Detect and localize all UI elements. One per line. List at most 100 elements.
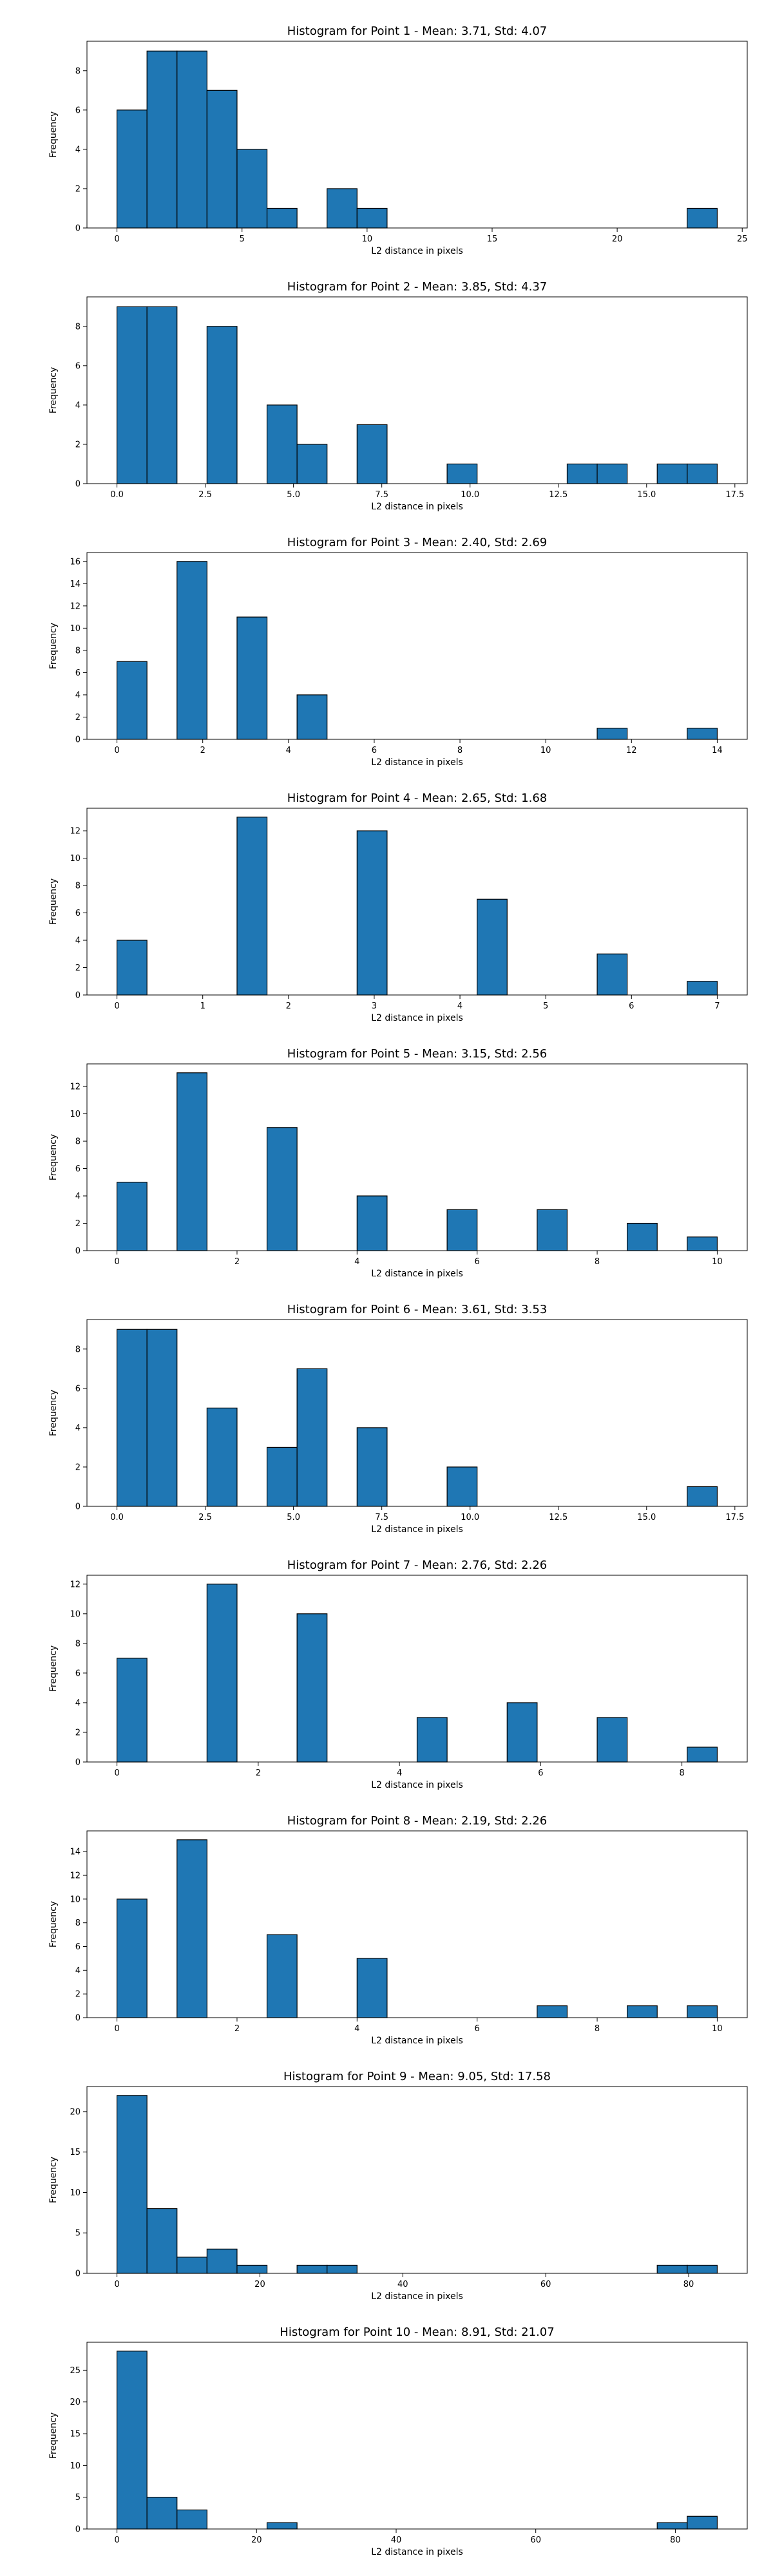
histogram-bar [687, 463, 718, 484]
x-tick-label: 8 [595, 2024, 600, 2034]
y-tick-label: 0 [75, 735, 81, 745]
plot-frame [86, 2342, 748, 2530]
x-tick-label: 20 [612, 234, 623, 244]
histogram-panel-10: Histogram for Point 10 - Mean: 8.91, Std… [48, 2325, 748, 2557]
histogram-bar [236, 616, 268, 740]
y-axis-label: Frequency [48, 1901, 59, 1947]
x-tick-label: 2.5 [198, 1513, 212, 1522]
x-tick-label: 2 [256, 1768, 261, 1778]
y-tick-label: 4 [75, 401, 81, 410]
x-tick-label: 0 [114, 234, 119, 244]
histogram-bar [146, 2208, 178, 2274]
y-tick-label: 8 [75, 882, 81, 891]
x-tick-label: 25 [737, 234, 748, 244]
y-tick-label: 10 [70, 1895, 81, 1904]
histogram-bar [327, 188, 358, 229]
x-tick-label: 20 [251, 2535, 262, 2545]
y-tick-label: 14 [70, 1848, 81, 1857]
histogram-bar [446, 463, 478, 484]
histogram-bar [146, 50, 178, 229]
x-tick-label: 0.0 [110, 1513, 124, 1522]
x-tick-label: 0 [114, 746, 119, 755]
histogram-bar [116, 1658, 148, 1763]
plot-frame [86, 296, 748, 484]
y-tick-label: 0 [75, 224, 81, 234]
y-tick-label: 2 [75, 1219, 81, 1229]
x-tick-label: 0 [114, 1001, 119, 1011]
y-tick-label: 5 [75, 2493, 81, 2503]
y-axis-label: Frequency [48, 2157, 59, 2203]
y-tick-label: 8 [75, 66, 81, 76]
y-tick-label: 0 [75, 2525, 81, 2535]
x-axis-label: L2 distance in pixels [371, 2291, 463, 2302]
y-axis-label: Frequency [48, 367, 59, 413]
chart-title: Histogram for Point 1 - Mean: 3.71, Std:… [287, 24, 548, 38]
histogram-bar [116, 2351, 148, 2530]
histogram-bar [236, 149, 268, 229]
y-axis-label: Frequency [48, 2412, 59, 2459]
chart-title: Histogram for Point 6 - Mean: 3.61, Std:… [287, 1303, 548, 1316]
x-axis-label: L2 distance in pixels [371, 1013, 463, 1023]
y-axis-label: Frequency [48, 1390, 59, 1436]
histogram-bar [266, 2522, 298, 2530]
x-tick-label: 3 [372, 1001, 377, 1011]
histogram-bar [687, 728, 718, 740]
x-tick-label: 4 [354, 1257, 359, 1267]
histogram-bar [177, 2509, 207, 2530]
histogram-bar [116, 1899, 148, 2018]
y-tick-label: 12 [70, 1083, 81, 1092]
y-tick-label: 2 [75, 1990, 81, 2000]
y-tick-label: 8 [75, 1918, 81, 1928]
histogram-bar [177, 1839, 207, 2018]
x-tick-label: 0 [114, 2024, 119, 2034]
histogram-bar [687, 2005, 718, 2018]
x-tick-label: 2 [200, 746, 205, 755]
y-tick-label: 25 [70, 2366, 81, 2376]
x-tick-label: 5 [240, 234, 245, 244]
x-axis-label: L2 distance in pixels [371, 2036, 463, 2046]
histogram-bar [356, 207, 388, 229]
y-tick-label: 4 [75, 1423, 81, 1433]
x-axis-label: L2 distance in pixels [371, 1524, 463, 1535]
histogram-bar [596, 953, 628, 996]
histogram-bar [146, 306, 178, 484]
histogram-bar [687, 2515, 718, 2530]
y-tick-label: 4 [75, 690, 81, 700]
y-tick-label: 10 [70, 624, 81, 634]
histogram-bar [477, 898, 508, 996]
histogram-bar [687, 1236, 718, 1251]
y-tick-label: 2 [75, 1728, 81, 1738]
x-tick-label: 17.5 [725, 1513, 744, 1522]
histogram-bar [206, 1584, 238, 1763]
histogram-bar [687, 1486, 718, 1507]
y-tick-label: 0 [75, 2014, 81, 2023]
histogram-bar [356, 1195, 388, 1251]
y-tick-label: 6 [75, 106, 81, 115]
histogram-bar [296, 444, 328, 484]
x-tick-label: 80 [670, 2535, 681, 2545]
x-tick-label: 12 [626, 746, 637, 755]
histogram-bar [687, 981, 718, 996]
x-axis-label: L2 distance in pixels [371, 757, 463, 768]
histogram-bar [177, 2257, 207, 2274]
histogram-bar [596, 463, 628, 484]
y-tick-label: 0 [75, 1247, 81, 1256]
x-tick-label: 80 [683, 2280, 694, 2289]
histogram-bar [206, 90, 238, 229]
x-tick-label: 15.0 [637, 490, 656, 500]
plot-frame [86, 41, 748, 229]
histogram-bar [296, 1613, 328, 1763]
chart-title: Histogram for Point 10 - Mean: 8.91, Std… [280, 2325, 554, 2339]
y-axis-label: Frequency [48, 623, 59, 669]
histogram-bar [177, 1072, 207, 1251]
histogram-bar [506, 1702, 538, 1763]
y-tick-label: 6 [75, 909, 81, 918]
histogram-bar [116, 1182, 148, 1251]
y-tick-label: 4 [75, 936, 81, 946]
histogram-bar [296, 694, 328, 740]
y-axis-label: Frequency [48, 1134, 59, 1180]
x-tick-label: 20 [254, 2280, 265, 2289]
histogram-panel-2: Histogram for Point 2 - Mean: 3.85, Std:… [48, 280, 748, 512]
x-tick-label: 6 [475, 1257, 480, 1267]
